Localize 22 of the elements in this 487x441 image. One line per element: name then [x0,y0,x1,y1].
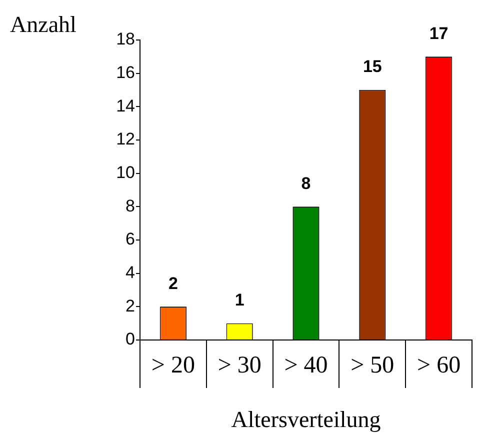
x-tick-label: > 40 [284,352,328,379]
x-tick-label: > 60 [417,352,461,379]
y-tick-label: 18 [116,30,135,49]
data-label: 1 [234,290,244,310]
data-label: 8 [301,174,311,193]
x-tick-label: > 50 [350,352,394,379]
y-tick-label: 14 [116,96,135,116]
data-label: 2 [168,274,178,293]
y-tick-label: 12 [116,130,135,149]
y-tick-label: 0 [126,330,135,349]
data-label: 17 [429,24,448,43]
y-axis-title: Anzahl [10,12,76,38]
y-tick-label: 4 [126,263,135,282]
x-tick-label: > 30 [218,352,262,379]
y-tick-label: 2 [126,296,135,316]
data-label: 15 [362,57,382,76]
y-tick-label: 8 [126,196,135,216]
y-tick-label: 16 [116,63,135,82]
y-tick-label: 6 [126,230,135,249]
x-axis-title: Altersverteilung [231,407,382,432]
x-tick-label: > 20 [151,352,195,379]
y-tick-label: 10 [116,163,135,182]
